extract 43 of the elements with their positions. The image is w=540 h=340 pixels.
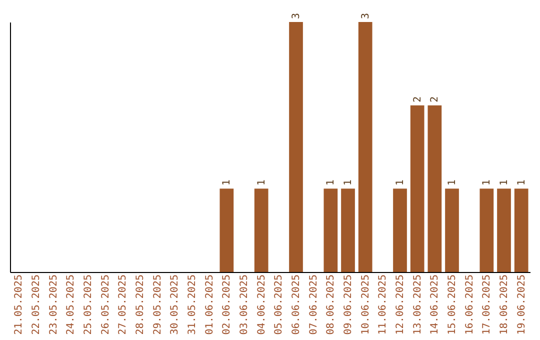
data-label: 1 — [395, 180, 406, 186]
data-label: 3 — [360, 12, 372, 19]
x-tick-label: 19.06.2025 — [516, 274, 528, 335]
x-tick-label: 28.05.2025 — [135, 274, 146, 335]
x-tick-label: 07.06.2025 — [308, 274, 320, 335]
x-tick-label: 11.06.2025 — [378, 274, 389, 335]
x-tick-label: 12.06.2025 — [395, 274, 406, 335]
x-tick-label: 18.06.2025 — [499, 274, 510, 335]
data-label: 1 — [447, 180, 458, 186]
data-label: 1 — [516, 180, 528, 186]
data-label: 1 — [222, 180, 233, 186]
x-tick-label: 31.05.2025 — [187, 274, 198, 335]
x-tick-label: 01.06.2025 — [204, 274, 216, 335]
x-tick-label: 08.06.2025 — [326, 274, 337, 335]
x-tick-label: 17.06.2025 — [482, 274, 493, 335]
data-label: 2 — [430, 96, 441, 102]
x-tick-label: 30.05.2025 — [170, 274, 181, 335]
data-label: 3 — [291, 12, 302, 19]
x-tick-label: 03.06.2025 — [239, 274, 250, 335]
x-tick-label: 29.05.2025 — [152, 274, 164, 335]
x-tick-label: 15.06.2025 — [447, 274, 458, 335]
data-label: 1 — [343, 180, 354, 186]
x-tick-label: 10.06.2025 — [360, 274, 372, 335]
x-tick-label: 24.05.2025 — [66, 274, 77, 335]
data-label: 1 — [256, 180, 268, 186]
x-tick-label: 22.05.2025 — [31, 274, 42, 335]
data-label: 1 — [326, 180, 337, 186]
x-tick-label: 09.06.2025 — [343, 274, 354, 335]
x-tick-label: 04.06.2025 — [256, 274, 268, 335]
data-label: 2 — [412, 96, 424, 102]
x-tick-label: 14.06.2025 — [430, 274, 441, 335]
x-tick-label: 13.06.2025 — [412, 274, 424, 335]
x-tick-label: 06.06.2025 — [291, 274, 302, 335]
x-tick-label: 16.06.2025 — [464, 274, 476, 335]
x-tick-label: 21.05.2025 — [14, 274, 25, 335]
x-tick-label: 25.05.2025 — [83, 274, 94, 335]
data-label: 1 — [482, 180, 493, 186]
x-tick-label: 27.05.2025 — [118, 274, 129, 335]
data-label: 1 — [499, 180, 510, 186]
x-tick-label: 26.05.2025 — [100, 274, 112, 335]
x-tick-label: 05.06.2025 — [274, 274, 285, 335]
x-tick-label: 02.06.2025 — [222, 274, 233, 335]
x-tick-label: 23.05.2025 — [48, 274, 60, 335]
